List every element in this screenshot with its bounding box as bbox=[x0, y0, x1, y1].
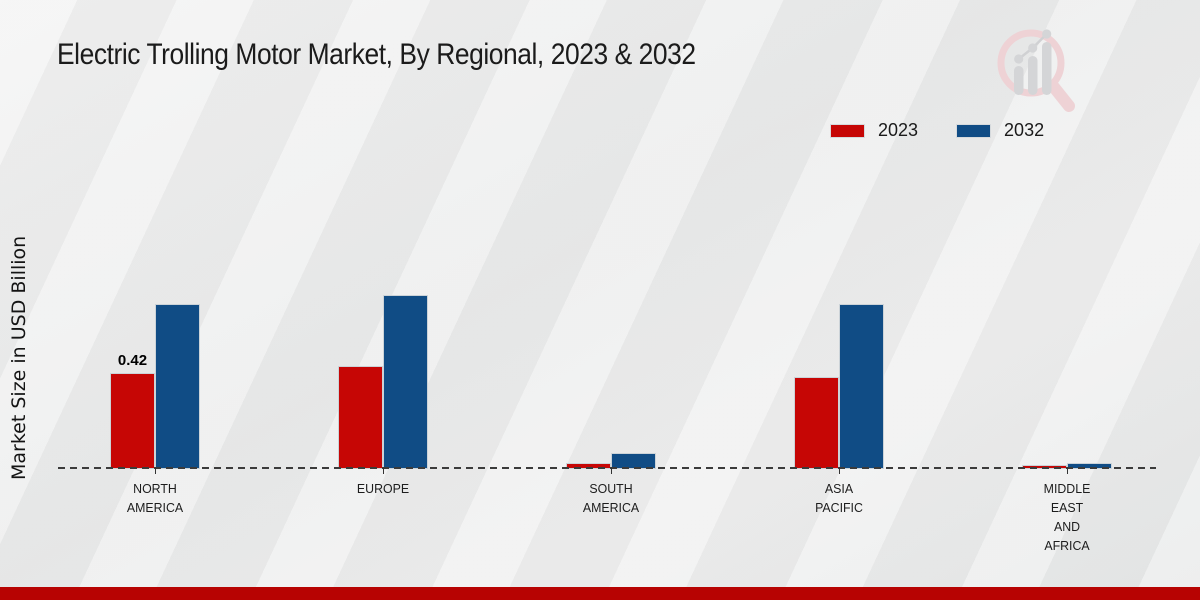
category-label-europe: EUROPE bbox=[356, 481, 410, 496]
legend-label-2023: 2023 bbox=[878, 120, 919, 140]
legend: 2023 2032 bbox=[830, 120, 1044, 141]
growth-chart-magnifier-logo bbox=[997, 29, 1075, 112]
x-axis-tick bbox=[383, 468, 384, 474]
category-label-north-america: NORTH AMERICA bbox=[126, 481, 184, 515]
legend-item-2023: 2023 bbox=[830, 120, 918, 141]
chart-title: Electric Trolling Motor Market, By Regio… bbox=[57, 38, 696, 71]
bar-2032-europe bbox=[383, 295, 428, 469]
x-axis-tick bbox=[839, 468, 840, 474]
bar-2023-asia-pacific bbox=[794, 377, 839, 469]
legend-label-2032: 2032 bbox=[1004, 120, 1045, 140]
category-label-south-america: SOUTH AMERICA bbox=[582, 481, 640, 515]
bar-2023-europe bbox=[338, 366, 383, 469]
legend-item-2032: 2032 bbox=[956, 120, 1044, 141]
bar-2032-north-america bbox=[155, 304, 200, 469]
category-label-middle-east-and-africa: MIDDLE EAST AND AFRICA bbox=[1043, 481, 1091, 553]
x-axis-baseline bbox=[58, 467, 1156, 469]
x-axis-tick bbox=[611, 468, 612, 474]
legend-swatch-2032 bbox=[956, 123, 992, 138]
footer-bar bbox=[0, 587, 1200, 600]
x-axis-tick bbox=[1067, 468, 1068, 474]
category-label-asia-pacific: ASIA PACIFIC bbox=[815, 481, 863, 515]
bar-2023-north-america bbox=[110, 373, 155, 469]
bar-value-label: 0.42 bbox=[117, 352, 148, 369]
bar-2032-asia-pacific bbox=[839, 304, 884, 469]
x-axis-tick bbox=[155, 468, 156, 474]
legend-swatch-2023 bbox=[830, 123, 865, 138]
